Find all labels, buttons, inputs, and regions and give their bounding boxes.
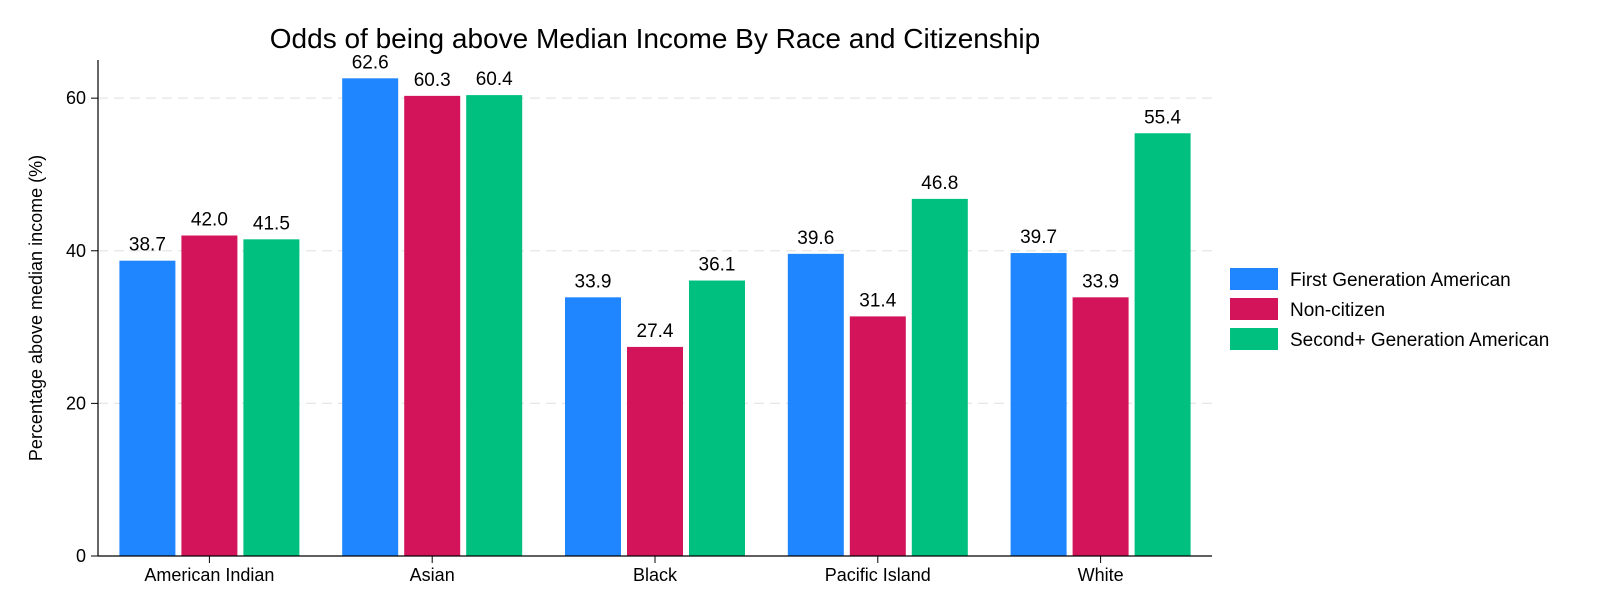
bar-value-label: 41.5 — [253, 213, 290, 234]
legend-label: First Generation American — [1290, 270, 1511, 291]
chart-title: Odds of being above Median Income By Rac… — [270, 23, 1040, 54]
bar-value-label: 27.4 — [637, 321, 674, 342]
x-tick-label: Asian — [410, 565, 455, 585]
legend-swatch — [1230, 298, 1278, 320]
x-tick-label: Black — [633, 565, 678, 585]
bar-value-label: 33.9 — [575, 271, 612, 292]
legend-swatch — [1230, 328, 1278, 350]
bar-value-label: 60.4 — [476, 69, 513, 90]
bar — [466, 95, 523, 557]
bar — [787, 253, 844, 556]
bar — [404, 95, 461, 556]
x-tick-label: White — [1078, 565, 1124, 585]
legend-label: Non-citizen — [1290, 300, 1385, 321]
bar — [1072, 297, 1129, 556]
bar — [849, 316, 906, 556]
bar — [1134, 133, 1191, 557]
bars — [119, 78, 1191, 557]
bar-value-label: 62.6 — [352, 52, 389, 73]
bar — [181, 235, 238, 556]
bar-value-label: 55.4 — [1144, 107, 1181, 128]
bar-value-label: 36.1 — [699, 255, 736, 276]
bar — [627, 346, 683, 556]
bar-value-label: 46.8 — [921, 173, 958, 194]
value-labels: 38.7 42.0 41.5 62.6 60.3 60.4 33.9 27.4 36.1 39.6… — [129, 52, 1182, 342]
bar — [342, 78, 399, 556]
legend-label: Second+ Generation American — [1290, 330, 1549, 351]
bar-value-label: 33.9 — [1082, 271, 1119, 292]
bar — [1010, 253, 1067, 556]
bar — [565, 297, 621, 556]
bar — [243, 239, 300, 557]
bar-value-label: 38.7 — [129, 235, 166, 256]
bar — [911, 198, 968, 556]
y-tick-label: 40 — [66, 241, 86, 261]
bar-value-label: 60.3 — [414, 70, 451, 91]
y-tick-label: 0 — [76, 546, 86, 566]
axes: 0 20 40 60 American Indian Asian Black Pacific … — [66, 60, 1212, 585]
bar-value-label: 39.6 — [797, 228, 834, 249]
legend-swatch — [1230, 268, 1278, 290]
bar — [119, 260, 176, 556]
y-axis-title: Percentage above median income (%) — [26, 155, 46, 461]
bar-value-label: 42.0 — [191, 210, 228, 231]
x-tick-label: Pacific Island — [825, 565, 931, 585]
bar-value-label: 31.4 — [859, 290, 896, 311]
bar-value-label: 39.7 — [1020, 227, 1057, 248]
x-tick-label: American Indian — [144, 565, 274, 585]
y-tick-label: 20 — [66, 393, 86, 413]
legend: First Generation American Non-citizen Seco… — [1230, 268, 1549, 351]
bar — [689, 280, 745, 556]
y-tick-label: 60 — [66, 88, 86, 108]
